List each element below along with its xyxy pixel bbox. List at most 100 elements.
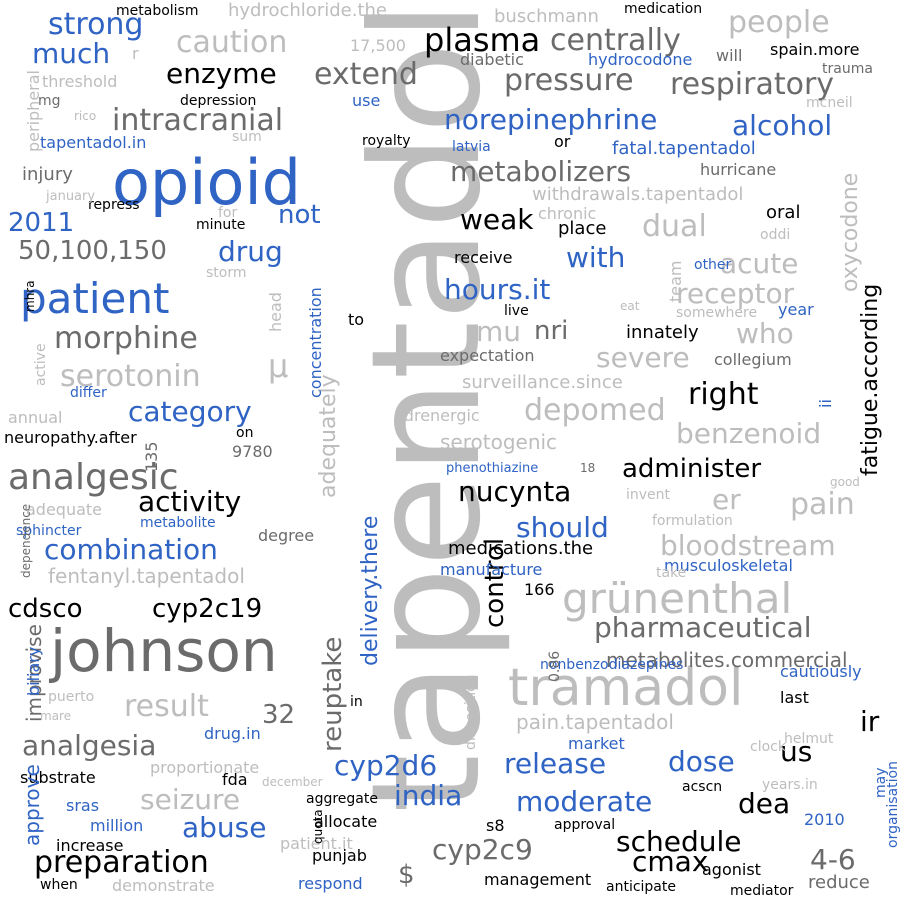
word-royalty: royalty (362, 133, 411, 149)
word-january: january (46, 189, 96, 204)
word-abuse: abuse (182, 811, 267, 844)
word-to: to (348, 310, 365, 329)
word-nucynta: nucynta (458, 475, 572, 508)
word-opioid: opioid (112, 146, 302, 219)
word-will: will (716, 46, 743, 65)
word-bloodstream: bloodstream (660, 529, 836, 562)
word-medications-the: medications.the (448, 538, 594, 559)
word-other: other (694, 257, 732, 273)
word-serotonin: serotonin (60, 359, 201, 394)
word-severe: severe (596, 341, 690, 374)
word-people: people (728, 5, 830, 40)
word-drug-in: drug.in (204, 724, 261, 743)
word-tramadol: tramadol (508, 658, 744, 718)
word-proportionate: proportionate (150, 758, 260, 777)
word-release: release (504, 747, 607, 780)
word-r: r (132, 44, 139, 63)
word-aggregate: aggregate (306, 791, 378, 807)
word-receptor: receptor (676, 277, 795, 310)
word-hours-it: hours.it (444, 273, 551, 306)
word-activity: activity (138, 485, 242, 518)
word-surveillance-since: surveillance.since (462, 372, 623, 393)
word-musculoskeletal: musculoskeletal (664, 556, 793, 575)
word-dose: dose (668, 745, 735, 778)
word-demonstrate: demonstrate (112, 876, 215, 895)
word-preparation: preparation (34, 845, 209, 880)
word-agonist: agonist (702, 860, 761, 879)
word-tapentadol-in: tapentadol.in (40, 133, 147, 152)
word-cyp2c9: cyp2c9 (432, 833, 533, 866)
word-good: good (830, 475, 860, 489)
word-mhra: mhra (23, 280, 37, 312)
word-combination: combination (44, 533, 218, 566)
word-oxycodone: oxycodone (838, 172, 863, 292)
word-norepinephrine: norepinephrine (444, 103, 658, 136)
word-should: should (516, 511, 609, 544)
word-phenothiazine: phenothiazine (446, 461, 539, 476)
word-pain: pain (790, 487, 855, 522)
word-place: place (558, 218, 607, 239)
word-somewhere: somewhere (676, 305, 758, 321)
word-helmut: helmut (784, 731, 834, 747)
word-patient: patient (20, 274, 170, 323)
word-cdsco: cdsco (8, 594, 83, 624)
word-dependence: dependence (19, 503, 33, 578)
word-biliary: biliary (24, 646, 43, 696)
word-respond: respond (298, 874, 363, 893)
word-reduce: reduce (808, 872, 870, 893)
word-fatal-tapentadol: fatal.tapentadol (612, 138, 756, 159)
word-anticipate: anticipate (606, 879, 676, 895)
word-nonbenzodiazepines: nonbenzodiazepines (540, 657, 684, 673)
word-cyp2c19: cyp2c19 (152, 594, 263, 624)
word-extend: extend (314, 57, 418, 92)
word-storm: storm (206, 265, 247, 281)
word-metabolizers: metabolizers (450, 155, 632, 188)
word-reuptake: reuptake (318, 636, 348, 752)
word-pain-tapentadol: pain.tapentadol (516, 710, 674, 734)
word-who: who (736, 317, 794, 350)
word-right: right (688, 377, 759, 412)
word-fentanyl-tapentadol: fentanyl.tapentadol (48, 564, 245, 588)
word-0-86: 0.86 (547, 650, 563, 682)
word-injury: injury (22, 164, 73, 185)
word-alcohol: alcohol (732, 109, 833, 142)
word-repress: repress (88, 197, 140, 213)
word-johnson: johnson (50, 617, 278, 685)
word-centrally: centrally (550, 23, 681, 58)
word-cyp2d6: cyp2d6 (334, 749, 438, 782)
word-nri: nri (534, 316, 569, 346)
word-not: not (278, 200, 321, 230)
word-mediator: mediator (730, 883, 794, 899)
word-formulation: formulation (652, 513, 733, 529)
word-ir: ir (860, 705, 880, 738)
word-active: active (33, 343, 49, 386)
word-9780: 9780 (232, 442, 273, 461)
word-live: live (504, 303, 529, 319)
word-morphine: morphine (54, 321, 198, 356)
word-2011: 2011 (8, 208, 75, 238)
word-hurricane: hurricane (700, 160, 777, 179)
word-patient-it: patient.it (280, 834, 353, 853)
word-disposition: disposition (463, 674, 479, 750)
word-for: for (218, 205, 238, 221)
word-withdrawals-tapentadol: withdrawals.tapentadol (532, 184, 744, 205)
word-puerto: puerto (48, 689, 95, 705)
word-schedule: schedule (616, 825, 742, 858)
word-17-500: 17,500 (350, 36, 406, 55)
word-cautiously: cautiously (780, 662, 862, 681)
word-mg: mg (38, 93, 61, 109)
word-management: management (484, 870, 592, 889)
word-4-6: 4-6 (810, 843, 856, 876)
word-diabetic: diabetic (460, 50, 524, 69)
word-much: much (32, 37, 111, 70)
word-rico: rico (74, 109, 97, 123)
word-metabolites-commercial: metabolites.commercial (606, 648, 848, 672)
word-caution: caution (176, 25, 288, 60)
word-concentration: concentration (306, 287, 325, 398)
word-hydrocodone: hydrocodone (588, 50, 693, 69)
word-innately: innately (626, 322, 699, 343)
word-32: 32 (262, 700, 296, 730)
word-s8: s8 (486, 816, 505, 835)
word-18: 18 (580, 461, 596, 475)
